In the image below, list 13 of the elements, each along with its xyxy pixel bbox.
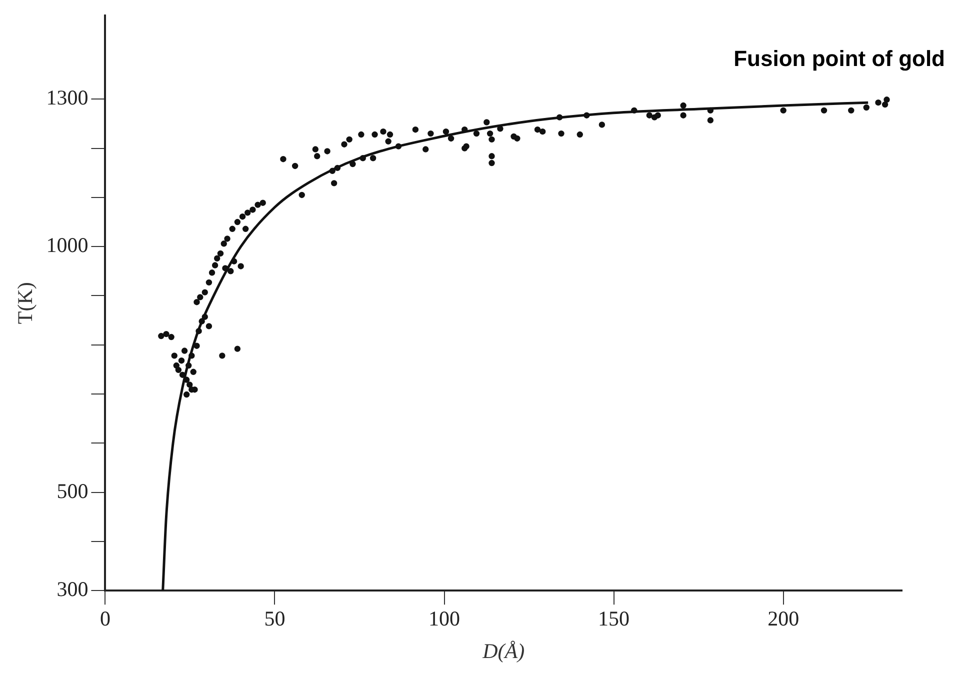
x-axis-title: D(Å) — [482, 638, 525, 663]
x-tick-label: 100 — [428, 606, 460, 631]
line-series — [162, 101, 870, 591]
x-tick-label: 50 — [264, 606, 286, 631]
y-tick-label: 300 — [56, 577, 88, 602]
y-tick-label: 1000 — [46, 233, 88, 258]
y-tick-label: 500 — [56, 478, 88, 503]
x-tick-label: 0 — [100, 606, 110, 631]
annotation: Fusion point of gold — [734, 46, 945, 72]
x-tick-label: 200 — [768, 606, 800, 631]
y-axis-title: T(K) — [13, 282, 38, 324]
y-tick-label: 1300 — [46, 86, 88, 110]
x-tick-label: 150 — [598, 606, 630, 631]
